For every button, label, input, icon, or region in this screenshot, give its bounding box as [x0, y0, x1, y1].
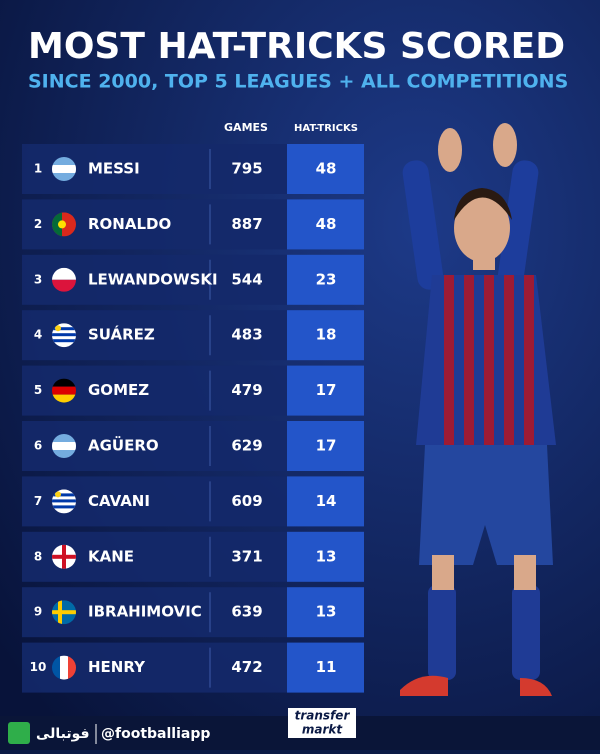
hat-tricks: 23	[316, 270, 337, 288]
brand: فوتبالی	[36, 726, 90, 742]
column-header: GAMES	[224, 121, 268, 134]
games: 483	[231, 326, 262, 344]
column-header: HAT-TRICKS	[294, 123, 358, 134]
hat-trick-cell	[287, 365, 364, 416]
flag-part	[52, 212, 62, 237]
flag	[52, 212, 76, 237]
player-name: AGÜERO	[88, 436, 159, 455]
logo-top: transfer	[295, 709, 351, 723]
rank: 7	[34, 494, 42, 508]
flag-part	[55, 491, 61, 498]
flag-part	[52, 267, 76, 280]
flag	[52, 434, 76, 458]
flag	[52, 157, 76, 181]
hat-tricks: 14	[316, 492, 337, 510]
hat-trick-cell	[287, 421, 364, 471]
player-name: IBRAHIMOVIC	[88, 603, 202, 621]
player-name: LEWANDOWSKI	[88, 270, 218, 288]
flag-part	[52, 554, 76, 559]
player-name: KANE	[88, 547, 134, 565]
flag-part	[58, 220, 66, 229]
brand-icon	[8, 722, 30, 744]
flag-part	[52, 394, 76, 403]
title: MOST HAT-TRICKS SCORED	[28, 26, 565, 67]
player-name: MESSI	[88, 160, 140, 178]
flag-part	[60, 655, 68, 680]
rank: 10	[30, 660, 47, 674]
flag	[52, 544, 76, 569]
hat-tricks: 17	[316, 437, 337, 455]
flag-part	[52, 279, 76, 292]
games: 479	[231, 381, 262, 399]
flag-part	[52, 378, 76, 387]
flag-part	[52, 505, 76, 509]
player-name: SUÁREZ	[88, 325, 155, 344]
hat-tricks: 13	[316, 547, 337, 565]
flag-part	[52, 655, 60, 680]
flag-part	[52, 339, 76, 343]
flag	[52, 323, 76, 348]
hat-trick-cell	[287, 531, 364, 582]
flag-part	[52, 327, 76, 331]
games: 887	[231, 215, 262, 233]
flag	[52, 489, 76, 514]
player-name: GOMEZ	[88, 381, 149, 399]
games: 544	[231, 270, 262, 288]
flag	[52, 655, 76, 680]
hat-trick-cell	[287, 587, 364, 638]
hat-tricks: 13	[316, 603, 337, 621]
rank: 5	[34, 383, 42, 397]
player-name: RONALDO	[88, 215, 171, 233]
rank: 6	[34, 439, 42, 453]
games: 609	[231, 492, 262, 510]
hat-tricks: 17	[316, 381, 337, 399]
logo-bottom: markt	[302, 723, 344, 737]
rank: 3	[34, 272, 42, 286]
rank: 9	[34, 605, 42, 619]
rank: 8	[34, 549, 42, 563]
flag-part	[52, 493, 76, 497]
flag-part	[52, 610, 76, 615]
hat-trick-cell	[287, 642, 364, 693]
flag	[52, 267, 76, 292]
player-name: HENRY	[88, 658, 146, 676]
games: 472	[231, 658, 262, 676]
games: 629	[231, 437, 262, 455]
logo	[288, 708, 356, 738]
flag-part	[55, 325, 61, 332]
flag-part	[52, 165, 76, 173]
games: 639	[231, 603, 262, 621]
hat-trick-cell	[287, 310, 364, 361]
rank: 2	[34, 217, 42, 231]
hat-tricks: 18	[316, 326, 337, 344]
table: 1 MESSI 795 482 RONALDO 887 483 LEWANDOWSKI 544 2…	[22, 144, 364, 693]
flag-part	[68, 655, 76, 680]
games: 371	[231, 547, 262, 565]
flag	[52, 600, 76, 625]
subtitle: SINCE 2000, TOP 5 LEAGUES + ALL COMPETIT…	[28, 71, 568, 93]
flag-part	[52, 333, 76, 337]
hat-trick-cell	[287, 254, 364, 305]
flag-part	[52, 386, 76, 395]
player-name: CAVANI	[88, 492, 150, 510]
handle: @footballiapp	[101, 726, 210, 742]
hat-trick-cell	[287, 476, 364, 527]
player-figure	[400, 123, 556, 696]
hat-tricks: 11	[316, 658, 337, 676]
games: 795	[231, 160, 262, 178]
hat-tricks: 48	[316, 160, 337, 178]
hat-trick-cell	[287, 144, 364, 194]
flag-part	[52, 442, 76, 450]
flag	[52, 378, 76, 403]
rank: 1	[34, 162, 42, 176]
rank: 4	[34, 328, 42, 342]
hat-trick-cell	[287, 199, 364, 250]
hat-tricks: 48	[316, 215, 337, 233]
flag-part	[52, 499, 76, 503]
